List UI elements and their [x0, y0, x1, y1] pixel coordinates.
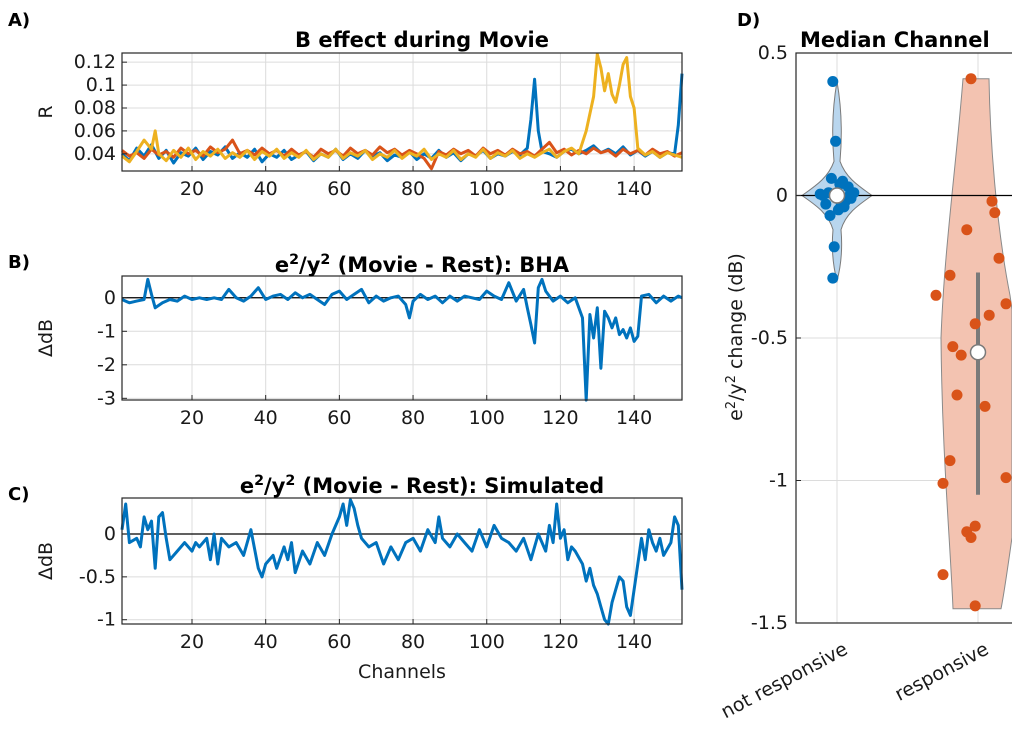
y-tick-label: 0.06 — [74, 120, 116, 142]
series-line-yellow — [121, 52, 683, 164]
y-tick-label: 0 — [104, 523, 116, 545]
y-tick-label: -1 — [769, 470, 788, 492]
category-label: not responsive — [717, 638, 851, 723]
data-point — [1000, 298, 1012, 310]
data-point — [824, 210, 836, 221]
data-point — [965, 73, 977, 85]
x-tick-label: 40 — [254, 178, 278, 200]
y-tick-label: 0.12 — [74, 51, 116, 73]
y-tick-label: -1 — [97, 320, 116, 342]
x-tick-label: 20 — [180, 178, 204, 200]
x-tick-label: 20 — [180, 407, 204, 429]
panel-b-ylabel: ΔdB — [35, 319, 57, 357]
y-tick-label: -0.5 — [79, 566, 116, 588]
data-point — [969, 520, 981, 532]
x-tick-label: 60 — [327, 631, 351, 653]
data-point — [979, 400, 991, 412]
data-point — [828, 241, 840, 253]
x-tick-label: 80 — [401, 407, 425, 429]
data-point — [969, 318, 981, 330]
data-point — [937, 569, 949, 581]
y-tick-label: 0.08 — [74, 97, 116, 119]
panel-a-axes-frame — [121, 52, 683, 172]
panel-b-line-chart: -3 -2 -1 0 20 40 60 80 100 120 140 e2/y2 (Movie -… — [35, 252, 683, 429]
x-tick-label: 100 — [469, 407, 505, 429]
panel-c-line-chart: -1 -0.5 0 20 40 60 80 100 120 140 e2/y2 (Movie -… — [35, 473, 684, 683]
x-tick-label: 80 — [401, 178, 425, 200]
series-line-blue — [121, 277, 683, 402]
data-point — [944, 455, 956, 467]
data-point — [993, 252, 1005, 264]
panel-c-ylabel: ΔdB — [35, 542, 57, 580]
x-tick-label: 140 — [616, 407, 652, 429]
y-tick-label: 0 — [776, 185, 788, 207]
panel-b-axes-frame — [121, 275, 683, 401]
data-point — [832, 204, 844, 216]
panel-d-ylabel: e2/y2 change (dB) — [724, 253, 748, 421]
panel-a-ylabel: R — [35, 105, 57, 118]
x-tick-label: 140 — [616, 178, 652, 200]
panel-d-title: Median Channel — [800, 28, 990, 52]
y-tick-label: 0.1 — [86, 74, 116, 96]
data-point — [1000, 472, 1012, 484]
x-tick-label: 120 — [542, 407, 578, 429]
x-tick-label: 120 — [542, 631, 578, 653]
median-marker-0 — [828, 187, 846, 204]
series-line-blue — [120, 498, 684, 626]
y-tick-label: -0.5 — [751, 327, 788, 349]
data-point — [947, 341, 959, 353]
panel-label-b: B) — [8, 252, 30, 273]
data-point — [944, 269, 956, 281]
x-tick-label: 60 — [327, 178, 351, 200]
data-point — [989, 207, 1001, 219]
x-tick-label: 40 — [254, 631, 278, 653]
category-label: responsive — [891, 638, 992, 706]
data-point — [820, 198, 832, 210]
data-point — [827, 272, 839, 284]
x-tick-label: 40 — [254, 407, 278, 429]
median-marker-1 — [969, 344, 987, 361]
x-tick-label: 140 — [616, 631, 652, 653]
panel-label-c: C) — [8, 484, 29, 505]
data-point — [930, 289, 942, 301]
x-tick-label: 100 — [469, 631, 505, 653]
data-point — [844, 190, 856, 201]
x-tick-label: 20 — [180, 631, 204, 653]
data-point — [830, 135, 842, 147]
data-point — [969, 600, 981, 612]
data-point — [961, 224, 973, 236]
panel-d-violin-chart: 0.50-0.5-1-1.5 not responsive responsive … — [717, 28, 1012, 723]
data-point — [951, 389, 963, 401]
panel-label-a: A) — [8, 10, 30, 31]
data-point — [827, 76, 839, 87]
y-tick-label: 0 — [104, 287, 116, 309]
data-point — [986, 195, 998, 207]
x-tick-label: 120 — [542, 178, 578, 200]
panel-label-d: D) — [737, 10, 760, 31]
data-point — [937, 477, 949, 489]
x-tick-label: 100 — [469, 178, 505, 200]
panel-a-title: B effect during Movie — [295, 28, 549, 52]
data-point — [825, 172, 837, 184]
y-tick-label: -1.5 — [751, 612, 788, 634]
y-tick-label: -3 — [97, 387, 116, 409]
y-tick-label: 0.5 — [758, 42, 788, 64]
data-point — [955, 349, 967, 361]
panel-c-xlabel: Channels — [358, 661, 446, 683]
panel-b-title: e2/y2 (Movie - Rest): BHA — [275, 252, 570, 277]
y-tick-label: -2 — [97, 354, 116, 376]
data-point — [965, 532, 977, 543]
panel-c-title: e2/y2 (Movie - Rest): Simulated — [240, 473, 604, 498]
panel-a-line-chart: 0.040.060.080.10.12 20 40 60 80 100 120 140 B … — [35, 28, 684, 200]
panel-c-axes-frame — [121, 497, 683, 625]
y-tick-label: -1 — [97, 609, 116, 631]
x-tick-label: 80 — [401, 631, 425, 653]
y-tick-label: 0.04 — [74, 143, 116, 165]
x-tick-label: 60 — [327, 407, 351, 429]
data-point — [983, 309, 995, 321]
